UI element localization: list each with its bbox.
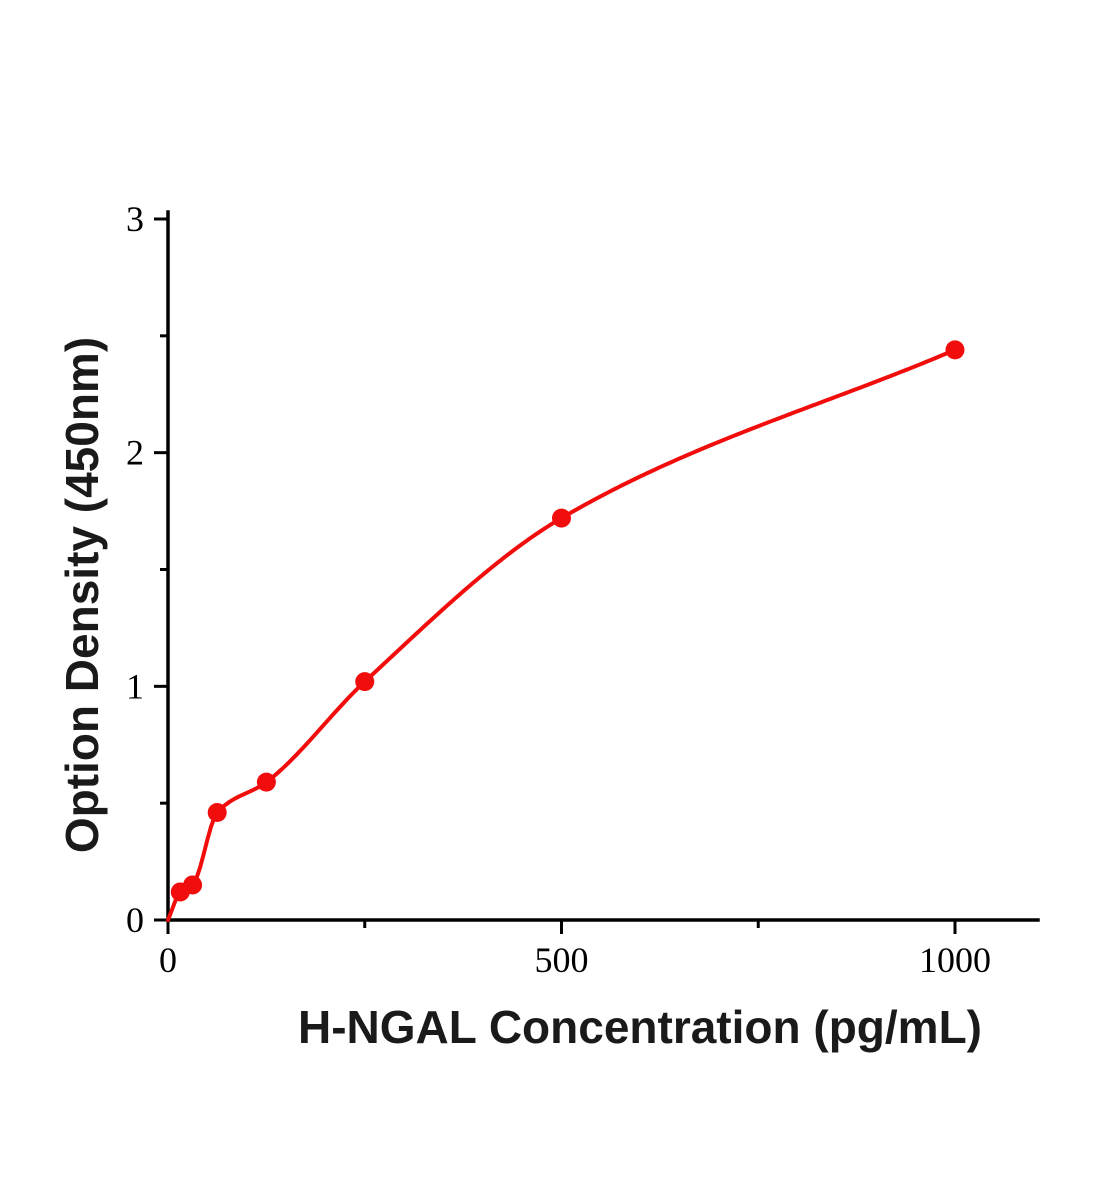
data-points <box>170 340 965 902</box>
data-point <box>552 508 571 528</box>
axis-ticks <box>154 217 957 934</box>
x-tick-label: 500 <box>535 940 589 980</box>
y-tick-label: 1 <box>126 666 144 706</box>
x-tick-label: 0 <box>159 940 177 980</box>
y-tick-label: 0 <box>126 900 144 940</box>
data-point <box>183 875 203 895</box>
y-tick-label: 2 <box>126 433 144 473</box>
fitted-curve <box>166 347 957 922</box>
data-point <box>945 340 965 360</box>
data-point <box>355 672 375 692</box>
y-axis-title: Option Density (450nm) <box>56 336 108 854</box>
data-point <box>207 803 227 823</box>
tick-labels: 0 500 1000 0 1 2 3 <box>126 199 991 980</box>
y-tick-label: 3 <box>126 199 144 239</box>
x-tick-label: 1000 <box>919 940 991 980</box>
axes <box>166 210 1040 922</box>
data-point <box>256 772 276 792</box>
x-axis-title: H-NGAL Concentration (pg/mL) <box>298 1001 982 1053</box>
